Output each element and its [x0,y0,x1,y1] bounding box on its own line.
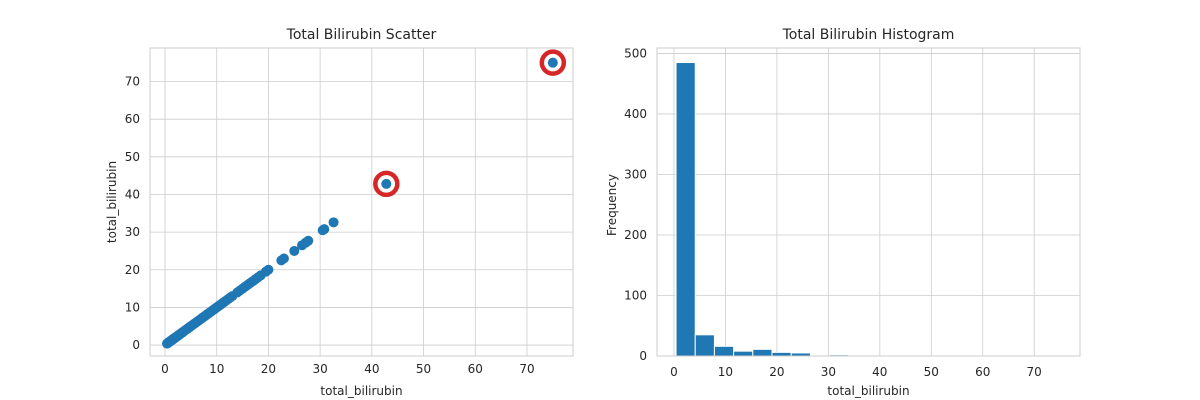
scatter-x-tick-label: 0 [161,362,169,376]
scatter-point [547,57,558,68]
scatter-y-tick-label: 60 [125,112,140,126]
histogram-y-tick-label: 300 [624,167,647,181]
scatter-grid [150,48,573,356]
scatter-y-tick-label: 40 [125,187,140,201]
scatter-x-tick-label: 60 [468,362,483,376]
scatter-points [162,57,558,349]
histogram-title: Total Bilirubin Histogram [782,27,955,43]
histogram-bar [713,345,735,357]
scatter-x-ticks: 0 10 20 30 40 50 60 70 [161,362,534,376]
histogram-x-axis-label: total_bilirubin [827,384,909,398]
histogram-x-tick-label: 40 [872,365,887,379]
histogram-y-ticks: 0 100 200 300 400 500 [624,46,647,363]
histogram-y-tick-label: 500 [624,46,647,60]
scatter-y-ticks: 0 10 20 30 40 50 60 70 [125,75,140,353]
histogram-x-tick-label: 70 [1027,365,1042,379]
scatter-frame [149,47,574,357]
histogram-bar [733,350,754,357]
scatter-y-tick-label: 20 [125,263,140,277]
histogram-bar [675,62,696,357]
histogram-plot-area [657,48,1080,356]
histogram-panel: 0 10 20 30 40 50 60 70 0 100 200 300 400 500 Total B… [605,27,1081,398]
scatter-y-tick-label: 50 [125,150,140,164]
scatter-point [328,217,339,228]
histogram-bar [694,334,715,357]
scatter-point [381,178,392,189]
scatter-x-tick-label: 30 [312,362,327,376]
histogram-y-tick-label: 400 [624,107,647,121]
histogram-frame [656,47,1081,357]
histogram-x-tick-label: 10 [718,365,733,379]
scatter-highlights [373,49,567,198]
scatter-point [278,253,289,264]
scatter-x-tick-label: 70 [519,362,534,376]
scatter-panel: 0 10 20 30 40 50 60 70 0 10 20 30 40 50 60 70 Total Bi… [105,27,574,398]
scatter-x-tick-label: 50 [416,362,431,376]
scatter-y-tick-label: 0 [132,338,140,352]
scatter-x-tick-label: 10 [209,362,224,376]
histogram-x-ticks: 0 10 20 30 40 50 60 70 [670,365,1042,379]
histogram-y-tick-label: 100 [624,288,647,302]
scatter-x-tick-label: 40 [364,362,379,376]
scatter-y-tick-label: 30 [125,225,140,239]
outlier-highlight-ring [539,49,567,76]
histogram-bar [771,351,792,357]
scatter-point [263,264,274,275]
scatter-title: Total Bilirubin Scatter [286,27,437,43]
scatter-x-axis-label: total_bilirubin [320,384,402,398]
scatter-point [303,235,314,246]
histogram-x-tick-label: 60 [975,365,990,379]
histogram-x-tick-label: 20 [769,365,784,379]
histogram-y-tick-label: 0 [639,349,647,363]
histogram-bar [752,348,773,357]
scatter-y-axis-label: total_bilirubin [105,161,119,243]
histogram-x-tick-label: 0 [670,365,678,379]
histogram-y-tick-label: 200 [624,228,647,242]
scatter-point [289,245,300,256]
histogram-y-axis-label: Frequency [605,174,619,236]
histogram-x-tick-label: 50 [924,365,939,379]
scatter-point [319,224,330,235]
scatter-y-tick-label: 70 [125,75,140,89]
histogram-x-tick-label: 30 [821,365,836,379]
scatter-y-tick-label: 10 [125,300,140,314]
scatter-x-tick-label: 20 [261,362,276,376]
outlier-highlight-ring [373,170,400,198]
